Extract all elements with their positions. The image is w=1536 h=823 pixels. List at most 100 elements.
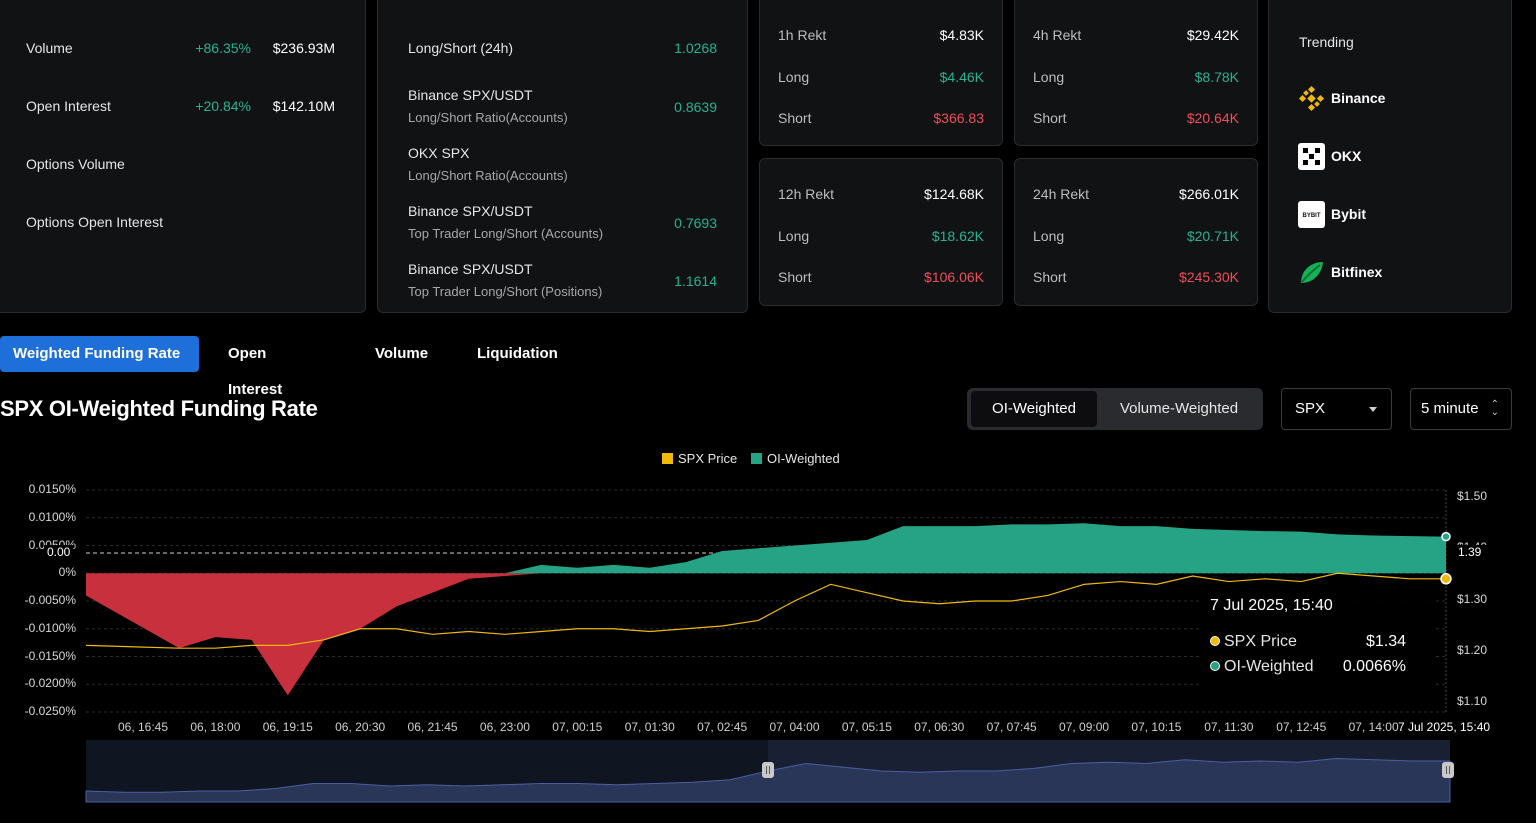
bybit-icon: BYBIT [1298, 201, 1325, 228]
trending-item-label: OKX [1331, 148, 1362, 164]
tooltip-series-name: SPX Price [1224, 633, 1297, 650]
tooltip-row-price: SPX Price [1210, 633, 1297, 651]
x-tick-label: 06, 16:45 [117, 720, 169, 734]
y-left-tick-label: 0.0100% [28, 509, 76, 524]
volume-weighted-option[interactable]: Volume-Weighted [1119, 400, 1239, 417]
oi-weighted-option[interactable]: OI-Weighted [971, 391, 1097, 427]
y-right-tick-label: $1.30 [1457, 591, 1488, 606]
stat-label: Open Interest [26, 98, 111, 114]
rekt-long-value: $4.46K [939, 69, 984, 85]
rekt-long-label: Long [778, 69, 810, 85]
crosshair-right-label: 1.39 [1452, 545, 1488, 559]
ratio-title: Binance SPX/USDT [408, 87, 533, 103]
stat-value: $142.10M [272, 98, 335, 114]
tab-open-interest[interactable]: Open Interest [228, 345, 283, 398]
legend-label: OI-Weighted [767, 451, 840, 466]
rekt-total: $29.42K [1186, 27, 1239, 43]
ratio-title: Long/Short (24h) [408, 40, 514, 56]
legend-swatch-funding [751, 453, 762, 464]
rekt-short-value: $106.06K [924, 269, 984, 285]
x-tick-label: 07, 11:30 [1204, 720, 1254, 734]
y-left-tick-label: -0.0150% [24, 648, 76, 663]
rekt-card: 1h Rekt $4.83K Long $4.46K Short $366.83 [759, 0, 1003, 146]
tooltip-dot-funding [1210, 661, 1220, 671]
crosshair-left-label: 0.00 [44, 545, 74, 559]
ratio-value: 1.0268 [674, 40, 717, 56]
tooltip-dot-price [1210, 636, 1220, 646]
x-tick-label: 7 Jul 2025, 15:40 [1397, 720, 1491, 734]
trending-item-bitfinex[interactable]: Bitfinex [1298, 259, 1418, 286]
x-tick-label: 07, 05:15 [841, 720, 892, 734]
x-tick-label: 07, 10:15 [1131, 720, 1182, 734]
weighting-toggle: OI-Weighted Volume-Weighted [967, 388, 1263, 430]
navigator-area [85, 757, 1451, 803]
x-tick-label: 07, 04:00 [769, 720, 820, 734]
x-tick-label: 06, 18:00 [190, 720, 241, 734]
rekt-short-value: $366.83 [933, 110, 984, 126]
rekt-card: 24h Rekt $266.01K Long $20.71K Short $245.30K [1014, 158, 1258, 306]
rekt-long-label: Long [1033, 69, 1065, 85]
bybit-logo-text: BYBIT [1303, 213, 1321, 219]
navigator-selection [768, 740, 1450, 802]
ratio-subtitle: Top Trader Long/Short (Positions) [408, 284, 603, 299]
rekt-title: 4h Rekt [1033, 27, 1082, 43]
rekt-short-label: Short [1033, 110, 1067, 126]
rekt-long-value: $8.78K [1194, 69, 1239, 85]
rekt-long-label: Long [1033, 228, 1065, 244]
x-tick-label: 07, 01:30 [624, 720, 675, 734]
y-right-tick-label: $1.20 [1457, 642, 1488, 657]
trending-item-okx[interactable]: OKX [1298, 143, 1418, 170]
rekt-title: 1h Rekt [778, 27, 827, 43]
stat-label: Options Open Interest [26, 214, 163, 230]
tooltip-value-funding: 0.0066% [1342, 658, 1406, 675]
ratio-value: 0.7693 [674, 215, 717, 231]
trending-item-label: Bitfinex [1331, 264, 1383, 280]
navigator-left-handle [762, 762, 774, 778]
x-tick-label: 07, 07:45 [986, 720, 1037, 734]
ratio-subtitle: Top Trader Long/Short (Accounts) [408, 226, 604, 241]
stat-value: $236.93M [272, 40, 335, 56]
rekt-total: $266.01K [1179, 186, 1239, 202]
y-right-tick-label: $1.50 [1457, 489, 1488, 503]
long-short-ratio-card: Long/Short (24h) 1.0268 Binance SPX/USDT Lo… [377, 0, 748, 313]
x-tick-label: 07, 02:45 [697, 720, 748, 734]
ratio-title: Binance SPX/USDT [408, 203, 533, 219]
okx-icon [1298, 143, 1325, 170]
rekt-short-value: $245.30K [1179, 269, 1239, 285]
chart-tooltip: 7 Jul 2025, 15:40 SPX Price $1.34 OI-Wei… [1202, 585, 1434, 690]
rekt-title: 12h Rekt [778, 186, 835, 202]
x-tick-label: 07, 00:15 [552, 720, 603, 734]
symbol-select[interactable]: SPX [1281, 388, 1392, 430]
x-tick-label: 07, 14:00 [1348, 720, 1399, 734]
tooltip-title: 7 Jul 2025, 15:40 [1210, 597, 1333, 614]
tab-weighted-funding-rate[interactable]: Weighted Funding Rate [0, 336, 199, 372]
ratio-subtitle: Long/Short Ratio(Accounts) [408, 168, 568, 183]
binance-icon [1298, 85, 1325, 112]
tab-liquidation[interactable]: Liquidation [477, 345, 558, 362]
tooltip-value-price: $1.34 [1365, 633, 1406, 650]
interval-select[interactable]: 5 minute ⌃ ⌄ [1410, 388, 1512, 430]
y-left-tick-label: -0.0100% [24, 620, 76, 635]
y-right-tick-label: $1.10 [1457, 694, 1488, 708]
rekt-long-value: $20.71K [1186, 228, 1239, 244]
price-end-point [1440, 573, 1452, 585]
tooltip-row-funding: OI-Weighted [1210, 658, 1314, 676]
rekt-title: 24h Rekt [1033, 186, 1090, 202]
x-tick-label: 06, 23:00 [479, 720, 530, 734]
legend-funding[interactable]: OI-Weighted [751, 451, 840, 466]
interval-select-value: 5 minute [1421, 400, 1479, 417]
stat-change: +20.84% [195, 98, 251, 114]
rekt-card: 4h Rekt $29.42K Long $8.78K Short $20.64K [1014, 0, 1258, 146]
x-tick-label: 06, 19:15 [262, 720, 313, 734]
x-tick-label: 06, 21:45 [407, 720, 458, 734]
ratio-value: 0.8639 [674, 99, 717, 115]
x-tick-label: 07, 06:30 [914, 720, 965, 734]
chevron-down-icon [1369, 407, 1377, 412]
tab-volume[interactable]: Volume [375, 345, 429, 362]
y-left-tick-label: -0.0200% [24, 676, 76, 691]
trending-item-bybit[interactable]: BYBIT Bybit [1298, 201, 1418, 228]
trending-item-binance[interactable]: Binance [1298, 85, 1418, 112]
legend-price[interactable]: SPX Price [662, 451, 737, 466]
stat-change: +86.35% [195, 40, 251, 56]
stat-label: Options Volume [26, 156, 125, 172]
